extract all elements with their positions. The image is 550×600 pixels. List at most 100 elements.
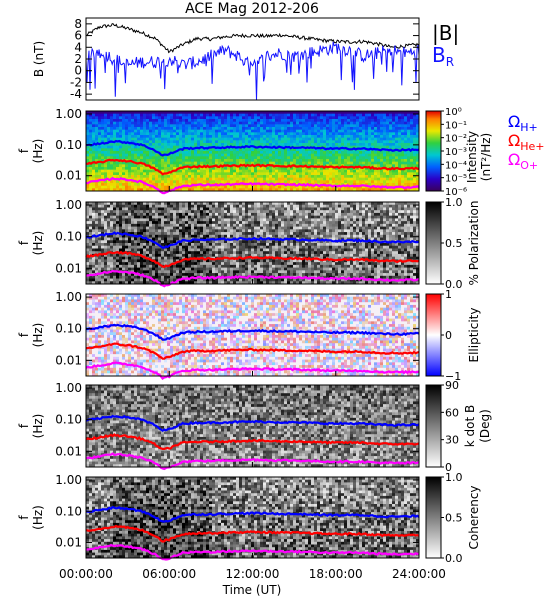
y-tick-label: 4 bbox=[74, 40, 82, 54]
spectrogram-cells bbox=[86, 294, 420, 377]
gyro-legend-o: ΩO+ bbox=[508, 150, 538, 172]
y-axis-label-unit: (Hz) bbox=[31, 323, 45, 348]
colorbar-label: Coherency bbox=[467, 485, 481, 549]
y-tick-label: 6 bbox=[74, 29, 82, 43]
colorbar-tick-label: 0.5 bbox=[445, 237, 463, 250]
spectrogram-cells bbox=[86, 111, 420, 192]
y-tick-label: 1.00 bbox=[55, 107, 82, 121]
colorbar-tick-label: 10⁻² bbox=[445, 134, 467, 145]
y-tick-label: 0.01 bbox=[55, 444, 82, 458]
chart-title: ACE Mag 2012-206 bbox=[185, 1, 319, 17]
y-axis-label-f: f bbox=[17, 423, 31, 428]
y-tick-label: 0.01 bbox=[55, 536, 82, 550]
colorbar bbox=[425, 293, 442, 377]
omega-h-line bbox=[85, 323, 420, 341]
y-tick-label: 0.01 bbox=[55, 169, 82, 183]
omega-he-line bbox=[85, 250, 420, 269]
wave-normal-angle-panel: 1.00 0.10 0.01 f (Hz) 90 60 30 0 k dot B (Deg) bbox=[17, 379, 492, 474]
colorbar-tick-label: 10⁻⁵ bbox=[445, 174, 467, 185]
colorbar-tick-label: 60 bbox=[445, 406, 459, 419]
colorbar-tick-label: 1.0 bbox=[445, 471, 463, 484]
y-tick-label: 0.10 bbox=[55, 322, 82, 336]
y-tick-label: 1.00 bbox=[55, 381, 82, 395]
omega-o-line bbox=[85, 176, 420, 195]
y-axis-label-unit: (Hz) bbox=[31, 231, 45, 256]
colorbar bbox=[425, 110, 442, 192]
colorbar-tick-label: 0.5 bbox=[445, 512, 463, 525]
y-tick-label: -4 bbox=[70, 87, 82, 101]
colorbar-tick-label: 10⁰ bbox=[445, 107, 462, 118]
omega-h-line bbox=[85, 414, 420, 433]
gyro-legend-he: ΩHe+ bbox=[508, 131, 545, 153]
omega-h-line bbox=[85, 231, 420, 249]
y-tick-label: 0.10 bbox=[55, 413, 82, 427]
gyro-legend-h: ΩH+ bbox=[508, 112, 538, 134]
y-tick-label: 1.00 bbox=[55, 290, 82, 304]
b-total-line bbox=[85, 23, 420, 54]
colorbar-tick-label: 10⁻⁶ bbox=[445, 187, 467, 198]
colorbar-tick-label: 1.0 bbox=[445, 196, 463, 209]
legend-b-r: BR bbox=[432, 43, 454, 69]
y-tick-label: 1.00 bbox=[55, 198, 82, 212]
colorbar-tick-label: 0.0 bbox=[445, 278, 463, 291]
colorbar-label: Intensity bbox=[465, 131, 479, 183]
colorbar-tick-label: −1 bbox=[445, 370, 461, 383]
omega-o-line bbox=[85, 361, 420, 380]
omega-he-line bbox=[85, 524, 420, 543]
colorbar-tick-label: 1 bbox=[445, 288, 452, 301]
y-tick-label: 0 bbox=[74, 64, 82, 78]
y-axis-label-f: f bbox=[17, 240, 31, 245]
spectrogram-cells bbox=[86, 202, 420, 285]
y-tick-label: 8 bbox=[74, 17, 82, 31]
y-tick-label: 0.10 bbox=[55, 230, 82, 244]
colorbar bbox=[425, 384, 442, 468]
x-tick-label: 24:00:00 bbox=[392, 567, 446, 581]
colorbar-label: % Polarization bbox=[467, 201, 481, 286]
omega-o-line bbox=[85, 543, 420, 561]
y-tick-label: 0.01 bbox=[55, 261, 82, 275]
spectrogram-cells bbox=[86, 385, 420, 468]
colorbar-tick-label: 90 bbox=[445, 379, 459, 392]
x-tick-label: 12:00:00 bbox=[226, 567, 280, 581]
y-axis-label: B (nT) bbox=[32, 41, 46, 77]
x-axis: 00:00:00 06:00:00 12:00:00 18:00:00 24:00:00… bbox=[59, 567, 446, 597]
colorbar-tick-label: 30 bbox=[445, 434, 459, 447]
y-tick-label: 1.00 bbox=[55, 473, 82, 487]
omega-o-line bbox=[85, 452, 420, 471]
omega-he-line bbox=[86, 342, 420, 360]
y-tick-label: 0.10 bbox=[55, 504, 82, 518]
coherency-panel: 1.00 0.10 0.01 f (Hz) 1.0 0.5 0.0 Coherency bbox=[17, 471, 481, 565]
x-tick-label: 18:00:00 bbox=[309, 567, 363, 581]
x-tick-label: 00:00:00 bbox=[59, 567, 113, 581]
polarization-panel: 1.00 0.10 0.01 f (Hz) 1.0 0.5 0.0 % Polarization bbox=[17, 196, 481, 291]
omega-he-line bbox=[85, 158, 420, 176]
colorbar-tick-label: 10⁻¹ bbox=[445, 120, 467, 131]
colorbar-tick-label: 10⁻³ bbox=[445, 147, 467, 158]
y-axis-label-unit: (Hz) bbox=[31, 414, 45, 439]
power-spectrum-panel: 1.00 0.10 0.01 f (Hz) 10⁰ 10⁻¹ 10⁻² 10⁻³ 10⁻⁴ 10⁻⁵… bbox=[17, 107, 493, 198]
y-axis-label-f: f bbox=[17, 148, 31, 153]
x-axis-label: Time (UT) bbox=[222, 583, 282, 597]
y-tick-label: 0.01 bbox=[55, 353, 82, 367]
y-tick-label: -2 bbox=[70, 75, 82, 89]
colorbar-tick-label: 10⁻⁴ bbox=[445, 160, 467, 171]
colorbar-label-unit: (nT²/Hz) bbox=[479, 133, 493, 181]
colorbar bbox=[425, 476, 442, 559]
y-axis-label-f: f bbox=[17, 332, 31, 337]
spectrogram-cells bbox=[86, 477, 420, 559]
omega-he-line bbox=[85, 433, 420, 450]
omega-o-line bbox=[85, 269, 420, 288]
colorbar-label: Ellipticity bbox=[467, 308, 481, 363]
colorbar-tick-label: 0.0 bbox=[445, 552, 463, 565]
omega-h-line bbox=[85, 139, 420, 157]
gyro-legend: ΩH+ΩHe+ΩO+ bbox=[508, 112, 545, 172]
colorbar-tick-label: 0 bbox=[445, 461, 452, 474]
colorbar-label-unit: (Deg) bbox=[478, 409, 492, 443]
y-tick-label: 0.10 bbox=[55, 138, 82, 152]
y-tick-label: 2 bbox=[74, 52, 82, 66]
y-axis-label-unit: (Hz) bbox=[31, 139, 45, 164]
omega-h-line bbox=[85, 505, 420, 523]
b-r-line bbox=[85, 41, 420, 101]
